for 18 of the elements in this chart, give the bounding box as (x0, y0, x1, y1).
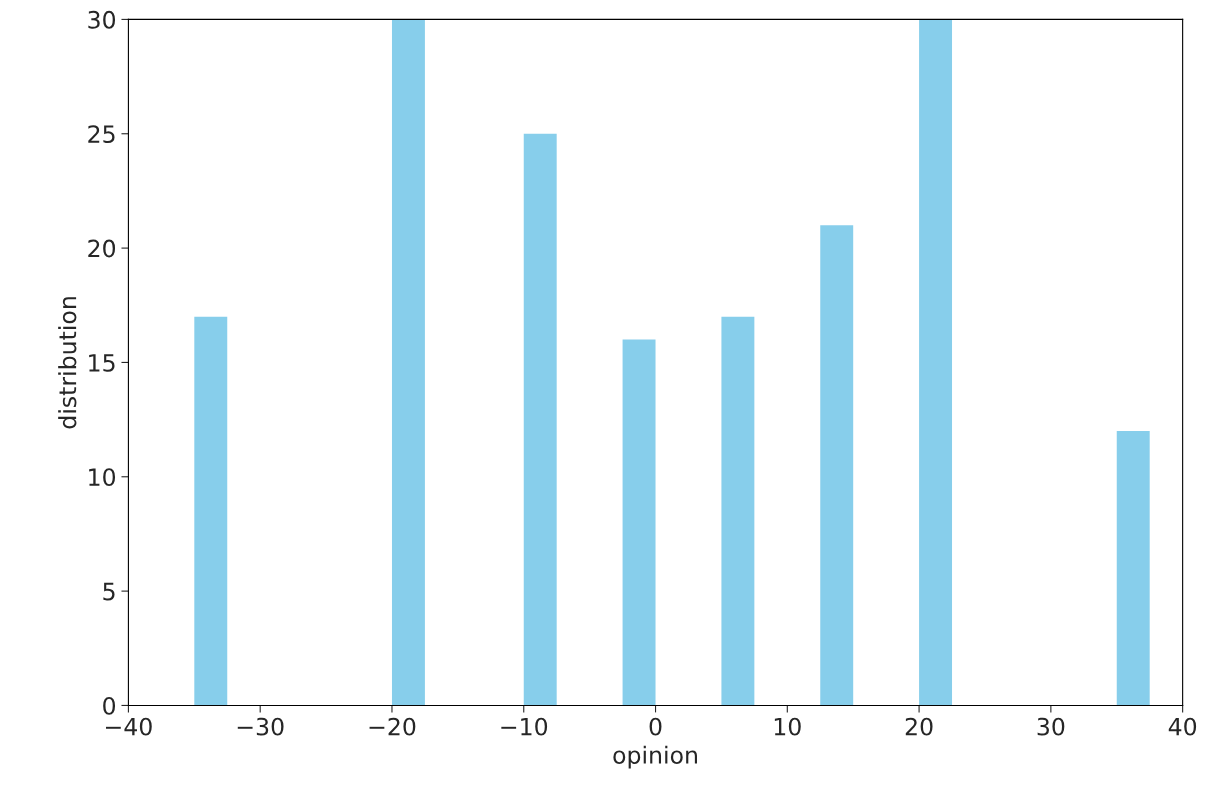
y-tick-label: 20 (88, 239, 116, 258)
y-tick-label: 15 (89, 354, 115, 372)
y-tick-label: 5 (103, 582, 115, 601)
y-tick-label: 0 (103, 696, 116, 715)
x-tick-label: −10 (501, 717, 548, 736)
x-tick-label: 30 (1037, 717, 1065, 736)
x-tick-label: 0 (649, 717, 662, 736)
x-tick-label: 10 (774, 717, 801, 736)
x-tick-label: −30 (237, 717, 284, 736)
x-tick-label: 40 (1168, 717, 1197, 736)
y-tick-label: 25 (88, 125, 115, 144)
x-tick-label: −20 (369, 717, 416, 736)
x-axis-title: opinion (613, 745, 697, 769)
y-tick-label: 30 (88, 10, 116, 29)
x-tick-label: −40 (106, 717, 152, 736)
x-tick-label: 20 (905, 717, 933, 736)
y-axis-title: distribution (58, 297, 77, 429)
y-tick-label: 10 (89, 468, 116, 487)
